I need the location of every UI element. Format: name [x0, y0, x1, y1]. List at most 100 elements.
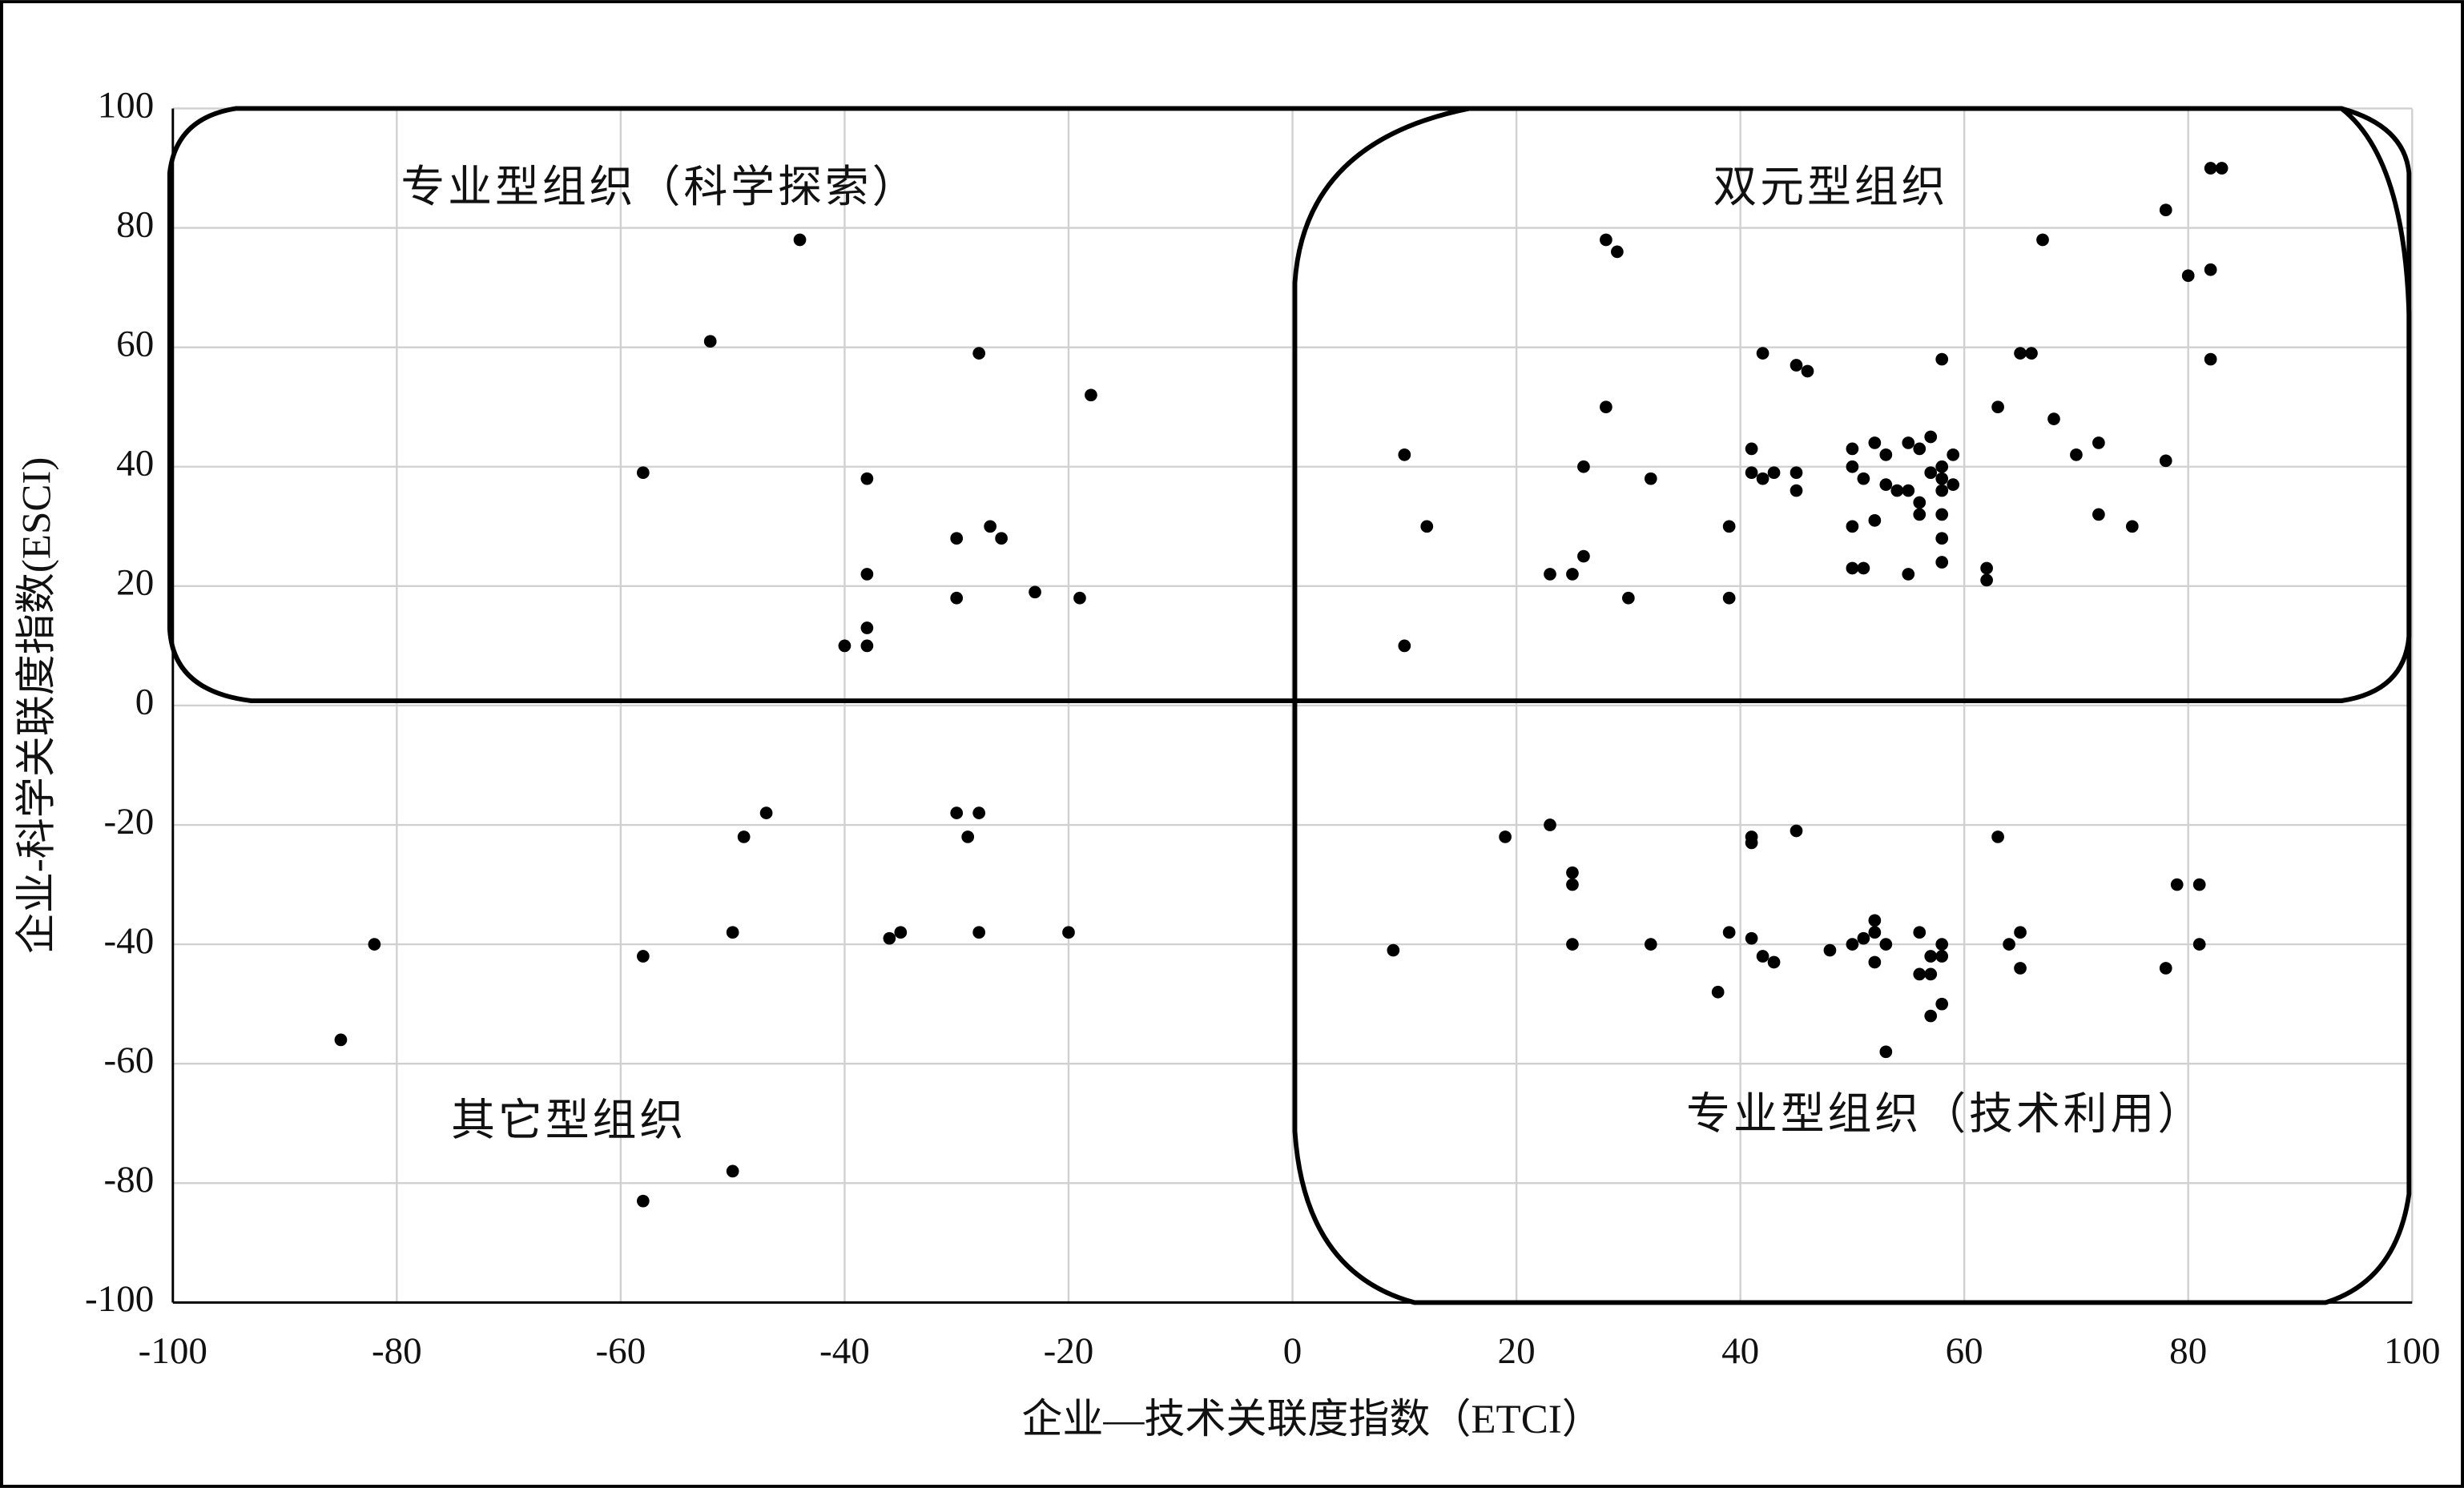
- y-tick-label: -80: [103, 1159, 154, 1200]
- point: [1935, 938, 1949, 951]
- point: [1991, 830, 2004, 843]
- y-tick-label: -20: [103, 801, 154, 843]
- point: [1947, 448, 1960, 461]
- y-tick-label: 0: [135, 682, 155, 723]
- point: [1879, 938, 1893, 951]
- point: [1947, 478, 1960, 491]
- labels: -100 -80 -60 -40 -20 0 20 40 60 80 100 -100 -80 -60 -4…: [85, 84, 2441, 1372]
- point: [1902, 484, 1915, 497]
- point: [1846, 561, 1859, 575]
- point: [1846, 520, 1859, 533]
- point: [2025, 347, 2038, 360]
- point: [1846, 460, 1859, 473]
- point: [334, 1033, 348, 1047]
- point: [2014, 347, 2027, 360]
- point: [1868, 436, 1882, 449]
- point: [1924, 967, 1938, 981]
- point: [1935, 352, 1949, 366]
- x-tick-label: -60: [596, 1330, 646, 1372]
- point: [1566, 878, 1579, 891]
- region-boxes: [167, 106, 2412, 1305]
- point: [2159, 962, 2172, 975]
- point: [1756, 472, 1769, 485]
- point: [1980, 561, 1993, 575]
- y-tick-label: 40: [116, 443, 154, 485]
- point: [1790, 824, 1803, 838]
- point: [2036, 233, 2049, 247]
- point: [1868, 914, 1882, 927]
- point: [1062, 926, 1075, 939]
- annotation: 双元型组织: [1713, 163, 1948, 211]
- point: [1611, 245, 1624, 259]
- point: [2092, 508, 2105, 521]
- x-tick-label: 0: [1283, 1330, 1302, 1372]
- point: [1566, 568, 1579, 581]
- point: [2159, 203, 2172, 217]
- point: [1991, 400, 2004, 414]
- region-box: [1292, 106, 2412, 1305]
- x-tick-label: 20: [1498, 1330, 1536, 1372]
- point: [1868, 955, 1882, 969]
- x-tick-label: 80: [2169, 1330, 2207, 1372]
- point: [950, 532, 964, 545]
- point: [726, 1164, 739, 1178]
- point: [2215, 162, 2228, 175]
- point: [1935, 950, 1949, 963]
- y-axis-title: 企业-科学关联度指数(ESCI): [15, 457, 60, 954]
- annotation: 其它型组织: [451, 1096, 686, 1144]
- point: [1924, 466, 1938, 480]
- point: [1879, 1045, 1893, 1059]
- point: [368, 938, 381, 951]
- y-tick-label: -100: [85, 1278, 154, 1320]
- point: [1868, 513, 1882, 527]
- point: [1544, 568, 1556, 581]
- point: [1913, 496, 1927, 509]
- point: [1890, 484, 1904, 497]
- point: [860, 639, 874, 653]
- point: [1935, 460, 1949, 473]
- annotation: 专业型组织（科学探索）: [401, 163, 919, 211]
- point: [1420, 520, 1434, 533]
- point: [1902, 436, 1915, 449]
- point: [860, 568, 874, 581]
- point: [1398, 639, 1411, 653]
- point: [759, 806, 773, 819]
- point: [703, 335, 717, 348]
- point: [1722, 520, 1736, 533]
- point: [1600, 233, 1612, 247]
- point: [1790, 359, 1803, 372]
- point: [950, 591, 964, 605]
- point: [860, 621, 874, 634]
- point: [1745, 931, 1758, 945]
- point: [2181, 269, 2195, 283]
- point: [636, 950, 650, 963]
- point: [1544, 818, 1556, 831]
- point: [995, 532, 1008, 545]
- point: [1767, 466, 1781, 480]
- point: [2014, 926, 2027, 939]
- point: [1745, 442, 1758, 456]
- x-tick-label: -40: [819, 1330, 870, 1372]
- point: [2159, 454, 2172, 468]
- point: [1857, 472, 1870, 485]
- point: [1801, 364, 1814, 378]
- y-tick-label: 60: [116, 323, 154, 364]
- point: [1935, 997, 1949, 1011]
- point: [1846, 938, 1859, 951]
- x-tick-label: -100: [139, 1330, 207, 1372]
- point: [737, 830, 751, 843]
- point: [2070, 448, 2083, 461]
- point: [2092, 436, 2105, 449]
- point: [1790, 466, 1803, 480]
- points: [334, 162, 2228, 1208]
- point: [950, 806, 964, 819]
- x-tick-label: 40: [1721, 1330, 1759, 1372]
- point: [1857, 561, 1870, 575]
- point: [2014, 962, 2027, 975]
- point: [2204, 263, 2217, 276]
- y-tick-label: 20: [116, 562, 154, 604]
- point: [2192, 878, 2206, 891]
- point: [1935, 532, 1949, 545]
- point: [726, 926, 739, 939]
